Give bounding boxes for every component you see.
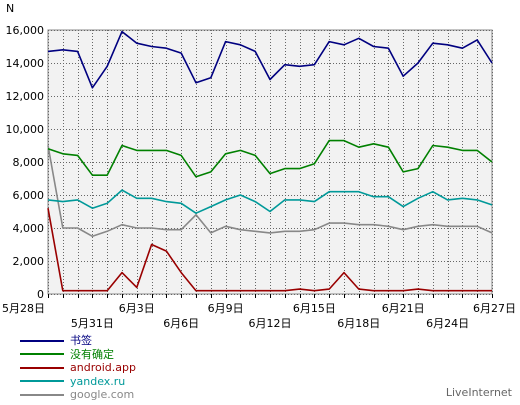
legend-label: 书签 bbox=[70, 334, 92, 348]
legend-label: 没有确定 bbox=[70, 347, 114, 361]
legend-swatch bbox=[20, 339, 64, 342]
legend-item: google.com bbox=[20, 388, 136, 402]
series-line-0 bbox=[47, 30, 493, 89]
x-tick-label: 6月9日 bbox=[208, 302, 244, 315]
x-tick-label: 5月28日 bbox=[2, 302, 45, 315]
legend-label: google.com bbox=[70, 388, 135, 402]
legend-item: 书签 bbox=[20, 334, 136, 348]
series-lines bbox=[47, 30, 493, 292]
y-tick-label: 10,000 bbox=[6, 123, 45, 136]
y-tick-label: 8,000 bbox=[13, 156, 45, 169]
x-tick-label: 6月15日 bbox=[293, 302, 336, 315]
y-axis-ticks: 0 2,000 4,000 6,000 8,000 10,000 12,000 14,000 1… bbox=[6, 24, 45, 301]
legend-item: 没有确定 bbox=[20, 348, 136, 362]
x-tick-label: 6月12日 bbox=[249, 317, 292, 330]
legend-swatch bbox=[20, 380, 64, 383]
legend-swatch bbox=[20, 393, 64, 396]
y-tick-label: 2,000 bbox=[13, 255, 45, 268]
legend-label: android.app bbox=[70, 361, 136, 375]
y-tick-label: 12,000 bbox=[6, 90, 45, 103]
series-line-4 bbox=[47, 145, 493, 238]
series-line-3 bbox=[47, 189, 493, 214]
x-tick-label: 6月27日 bbox=[473, 302, 516, 315]
series-line-1 bbox=[47, 139, 493, 178]
y-tick-label: 6,000 bbox=[13, 189, 45, 202]
x-tick-label: 6月6日 bbox=[163, 317, 199, 330]
x-tick-label: 6月24日 bbox=[426, 317, 469, 330]
x-tick-label: 6月21日 bbox=[382, 302, 425, 315]
x-axis-ticks: 5月28日5月31日6月3日6月6日6月9日6月12日6月15日6月18日6月2… bbox=[2, 294, 516, 330]
legend-item: yandex.ru bbox=[20, 375, 136, 389]
y-tick-label: 0 bbox=[37, 288, 44, 301]
x-tick-label: 6月3日 bbox=[119, 302, 155, 315]
legend: 书签 没有确定 android.app yandex.ru google.com bbox=[20, 334, 136, 402]
x-tick-label: 6月18日 bbox=[337, 317, 380, 330]
legend-swatch bbox=[20, 353, 64, 356]
x-tick-label: 5月31日 bbox=[71, 317, 114, 330]
y-tick-label: 14,000 bbox=[6, 57, 45, 70]
legend-label: yandex.ru bbox=[70, 374, 126, 388]
legend-item: android.app bbox=[20, 361, 136, 375]
legend-swatch bbox=[20, 366, 64, 369]
y-tick-label: 16,000 bbox=[6, 24, 45, 37]
series-line-2 bbox=[47, 208, 492, 292]
brand-label: LiveInternet bbox=[445, 386, 512, 399]
y-tick-label: 4,000 bbox=[13, 222, 45, 235]
y-axis-label: N bbox=[6, 2, 14, 15]
